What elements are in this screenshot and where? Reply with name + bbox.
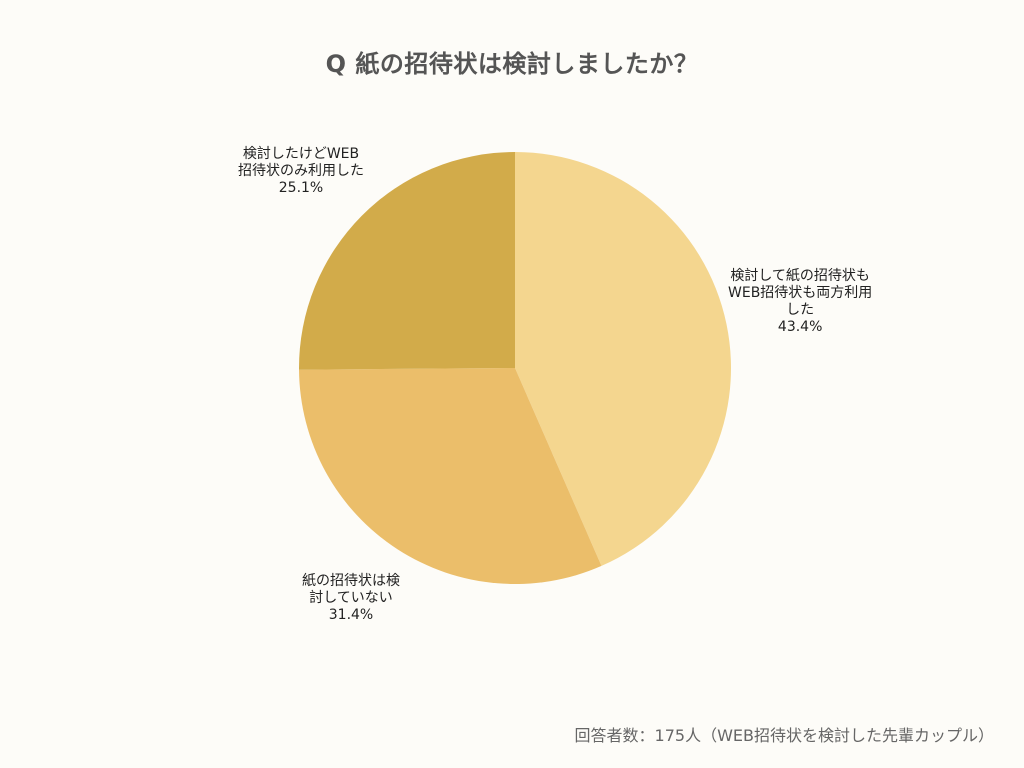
chart-title: Q 紙の招待状は検討しましたか？ [325, 50, 699, 78]
slice-label-both: 検討して紙の招待状も WEB招待状も両方利用 した 43.4% [728, 268, 872, 336]
pie-slice-paper-not-considered [299, 368, 602, 585]
slice-value-label: 31.4% [328, 607, 374, 623]
pie-slices [299, 152, 732, 585]
slice-value-label: 43.4% [777, 319, 823, 335]
slice-label-line: 検討したけどWEB [242, 146, 360, 162]
slice-label-line: 招待状のみ利用した [238, 163, 364, 179]
slice-label-line: した [786, 302, 815, 318]
pie-slice-both [515, 152, 732, 566]
slice-label-web-only: 検討したけどWEB 招待状のみ利用した 25.1% [238, 146, 364, 197]
slice-value-label: 25.1% [278, 180, 324, 196]
slice-label-line: WEB招待状も両方利用 [728, 285, 873, 301]
slice-label-line: 検討して紙の招待状も [730, 268, 870, 284]
slice-label-line: 討していない [309, 590, 393, 606]
respondent-footnote: 回答者数：175人（WEB招待状を検討した先輩カップル） [574, 726, 994, 745]
slice-label-line: 紙の招待状は検 [302, 573, 400, 589]
slice-label-paper-not-considered: 紙の招待状は検 討していない 31.4% [302, 573, 400, 624]
pie-slice-web-only [299, 152, 515, 370]
